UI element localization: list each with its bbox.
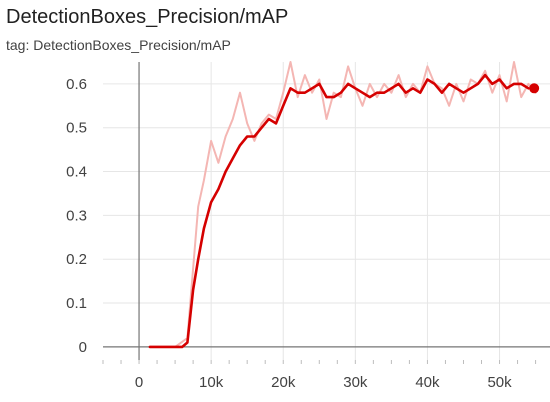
chart-title: DetectionBoxes_Precision/mAP — [6, 6, 289, 28]
y-tick-label: 0.2 — [66, 251, 87, 268]
chart-tag-label: tag: DetectionBoxes_Precision/mAP — [6, 37, 231, 53]
y-tick-label: 0 — [79, 339, 87, 356]
x-tick-label: 0 — [135, 374, 143, 391]
y-tick-label: 0.3 — [66, 207, 87, 224]
x-tick-label: 20k — [271, 374, 296, 391]
y-tick-label: 0.4 — [66, 164, 87, 181]
current-point-marker — [529, 83, 540, 94]
y-tick-label: 0.6 — [66, 76, 87, 93]
y-tick-label: 0.1 — [66, 295, 87, 312]
smoothed-series-line — [148, 73, 530, 349]
x-tick-label: 10k — [199, 374, 224, 391]
raw-series-line — [148, 61, 537, 348]
y-tick-label: 0.5 — [66, 120, 87, 137]
x-tick-label: 30k — [343, 374, 368, 391]
x-tick-label: 50k — [487, 374, 512, 391]
x-tick-label: 40k — [415, 374, 440, 391]
